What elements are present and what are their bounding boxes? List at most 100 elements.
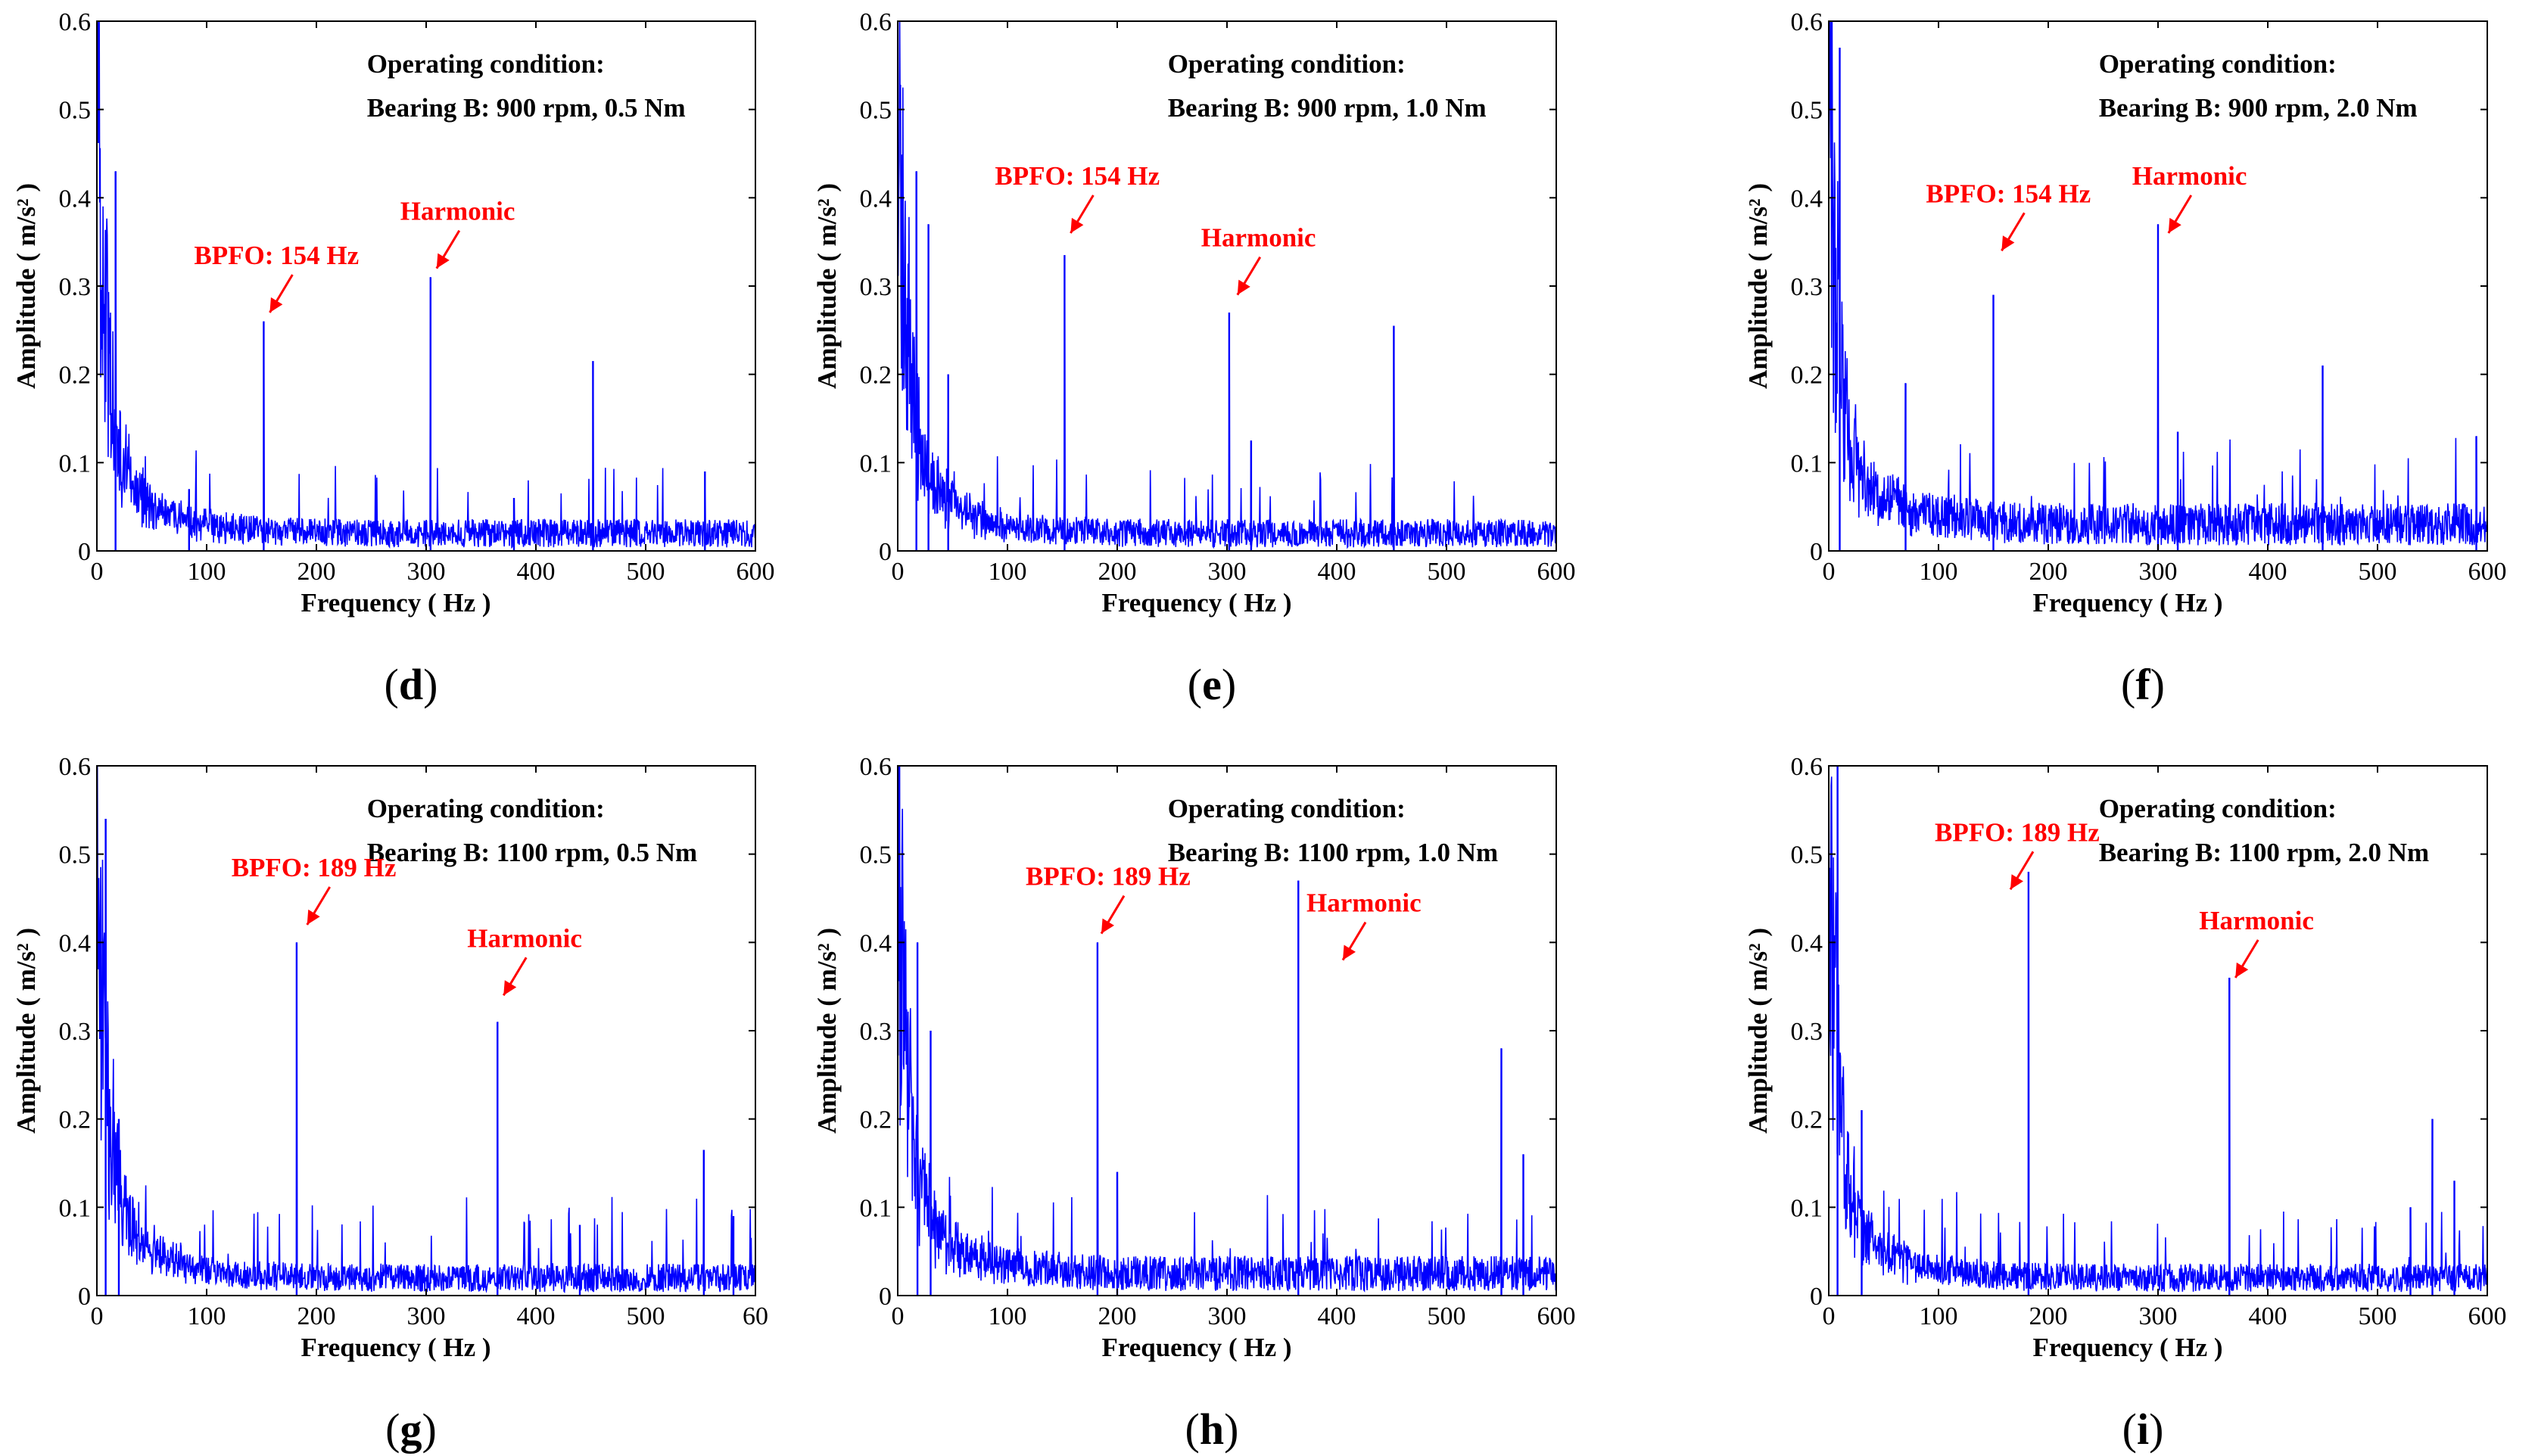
annotation-arrowhead [307, 909, 320, 925]
x-tick-label: 100 [188, 1302, 226, 1330]
y-tick-label: 0.4 [860, 929, 892, 957]
y-tick-label: 0.5 [59, 842, 92, 870]
y-tick-label: 0 [78, 538, 91, 566]
x-tick-label: 60 [743, 1302, 768, 1330]
spectrum-trace [1829, 766, 2487, 1293]
panel-i: 0 100 200 300 400 500 600 0 0.1 0.2 0.3 0.4 0.5 0.6 Fr… [1743, 753, 2507, 1454]
y-tick-label: 0.3 [59, 1018, 92, 1046]
x-tick-label: 400 [517, 558, 556, 586]
panel-f: 0 100 200 300 400 500 600 0 0.1 0.2 0.3 0.4 0.5 0.6 Fr… [1743, 8, 2507, 709]
x-tick-label: 300 [2139, 1302, 2178, 1330]
y-tick-label: 0.5 [1791, 97, 1823, 125]
panel-label: (h) [1185, 1405, 1239, 1454]
x-tick-label: 200 [1098, 558, 1137, 586]
x-tick-label: 500 [2359, 1302, 2397, 1330]
y-tick-label: 0.2 [860, 1106, 892, 1134]
x-tick-label: 0 [1823, 558, 1836, 586]
condition-title: Operating condition: [1168, 794, 1406, 823]
condition-detail: Bearing B: 1100 rpm, 1.0 Nm [1168, 838, 1499, 867]
y-tick-label: 0.2 [860, 362, 892, 390]
panel-label: (g) [385, 1405, 437, 1454]
condition-detail: Bearing B: 900 rpm, 0.5 Nm [367, 93, 686, 123]
y-tick-label: 0 [879, 1283, 892, 1311]
annotation-arrowhead [1070, 217, 1084, 233]
bpfo-annotation: BPFO: 154 Hz [995, 161, 1160, 191]
x-tick-label: 200 [2029, 1302, 2068, 1330]
x-tick-label: 0 [892, 558, 905, 586]
x-axis-label: Frequency ( Hz ) [1101, 588, 1291, 618]
y-tick-label: 0.2 [1791, 1106, 1823, 1134]
x-tick-label: 300 [1208, 1302, 1247, 1330]
y-tick-label: 0.1 [860, 1194, 892, 1222]
x-tick-label: 500 [1428, 1302, 1466, 1330]
y-tick-label: 0.6 [59, 753, 92, 781]
x-tick-label: 200 [2029, 558, 2068, 586]
x-tick-label: 100 [989, 1302, 1027, 1330]
x-axis-label: Frequency ( Hz ) [2032, 588, 2222, 618]
annotation-arrowhead [1101, 918, 1114, 934]
y-axis-label: Amplitude ( m/s² ) [812, 183, 842, 389]
x-tick-label: 300 [1208, 558, 1247, 586]
x-tick-label: 600 [2468, 1302, 2507, 1330]
annotation-arrowhead [2235, 962, 2249, 978]
harmonic-annotation: Harmonic [467, 923, 582, 953]
x-tick-label: 600 [1537, 558, 1576, 586]
condition-detail: Bearing B: 1100 rpm, 0.5 Nm [367, 838, 698, 867]
y-tick-label: 0.5 [1791, 842, 1823, 870]
annotation-arrowhead [436, 253, 450, 269]
x-tick-label: 200 [297, 1302, 336, 1330]
condition-detail: Bearing B: 900 rpm, 1.0 Nm [1168, 93, 1487, 123]
condition-title: Operating condition: [367, 794, 605, 823]
spectrum-trace [97, 21, 755, 549]
x-tick-label: 400 [517, 1302, 556, 1330]
y-tick-label: 0.1 [59, 1194, 92, 1222]
y-axis-label: Amplitude ( m/s² ) [11, 183, 41, 389]
y-tick-label: 0.3 [1791, 1018, 1823, 1046]
annotation-arrowhead [1343, 944, 1356, 960]
annotation-arrowhead [2168, 217, 2181, 233]
harmonic-annotation: Harmonic [400, 197, 515, 226]
y-axis-label: Amplitude ( m/s² ) [1743, 928, 1773, 1134]
bpfo-annotation: BPFO: 154 Hz [1926, 179, 2091, 208]
x-tick-label: 0 [892, 1302, 905, 1330]
y-tick-label: 0.4 [860, 185, 892, 213]
spectrum-trace [1829, 21, 2487, 546]
y-tick-label: 0.2 [59, 1106, 92, 1134]
y-tick-label: 0.1 [59, 450, 92, 478]
x-tick-label: 600 [2468, 558, 2507, 586]
x-tick-label: 500 [1428, 558, 1466, 586]
bpfo-annotation: BPFO: 189 Hz [1026, 862, 1191, 891]
y-tick-label: 0.2 [59, 362, 92, 390]
x-tick-label: 300 [407, 1302, 446, 1330]
x-tick-label: 100 [188, 558, 226, 586]
x-axis-label: Frequency ( Hz ) [301, 588, 490, 618]
y-tick-label: 0.6 [1791, 753, 1823, 781]
condition-detail: Bearing B: 1100 rpm, 2.0 Nm [2099, 838, 2430, 867]
y-tick-label: 0.4 [59, 185, 92, 213]
y-tick-label: 0.2 [1791, 362, 1823, 390]
x-axis-label: Frequency ( Hz ) [1101, 1333, 1291, 1362]
x-tick-label: 300 [407, 558, 446, 586]
y-tick-label: 0.3 [860, 273, 892, 301]
x-tick-label: 500 [627, 1302, 665, 1330]
panel-label: (i) [2122, 1405, 2164, 1454]
x-tick-label: 0 [91, 558, 104, 586]
y-tick-label: 0 [78, 1283, 91, 1311]
annotation-arrowhead [503, 980, 517, 996]
y-tick-label: 0.6 [1791, 8, 1823, 36]
x-tick-label: 600 [1537, 1302, 1576, 1330]
y-tick-label: 0.6 [860, 8, 892, 36]
x-tick-label: 100 [1920, 558, 1958, 586]
y-tick-label: 0.1 [860, 450, 892, 478]
condition-title: Operating condition: [1168, 49, 1406, 79]
y-tick-label: 0 [1810, 538, 1823, 566]
bpfo-annotation: BPFO: 154 Hz [194, 241, 359, 270]
panel-g: 0 100 200 300 400 500 6000.10.20.30.40.50.6Fre… [11, 753, 768, 1454]
y-tick-label: 0.5 [59, 97, 92, 125]
harmonic-annotation: Harmonic [1201, 223, 1316, 253]
x-tick-label: 300 [2139, 558, 2178, 586]
condition-title: Operating condition: [2099, 49, 2337, 79]
y-axis-label: Amplitude ( m/s² ) [812, 928, 842, 1134]
bpfo-annotation: BPFO: 189 Hz [232, 853, 397, 882]
